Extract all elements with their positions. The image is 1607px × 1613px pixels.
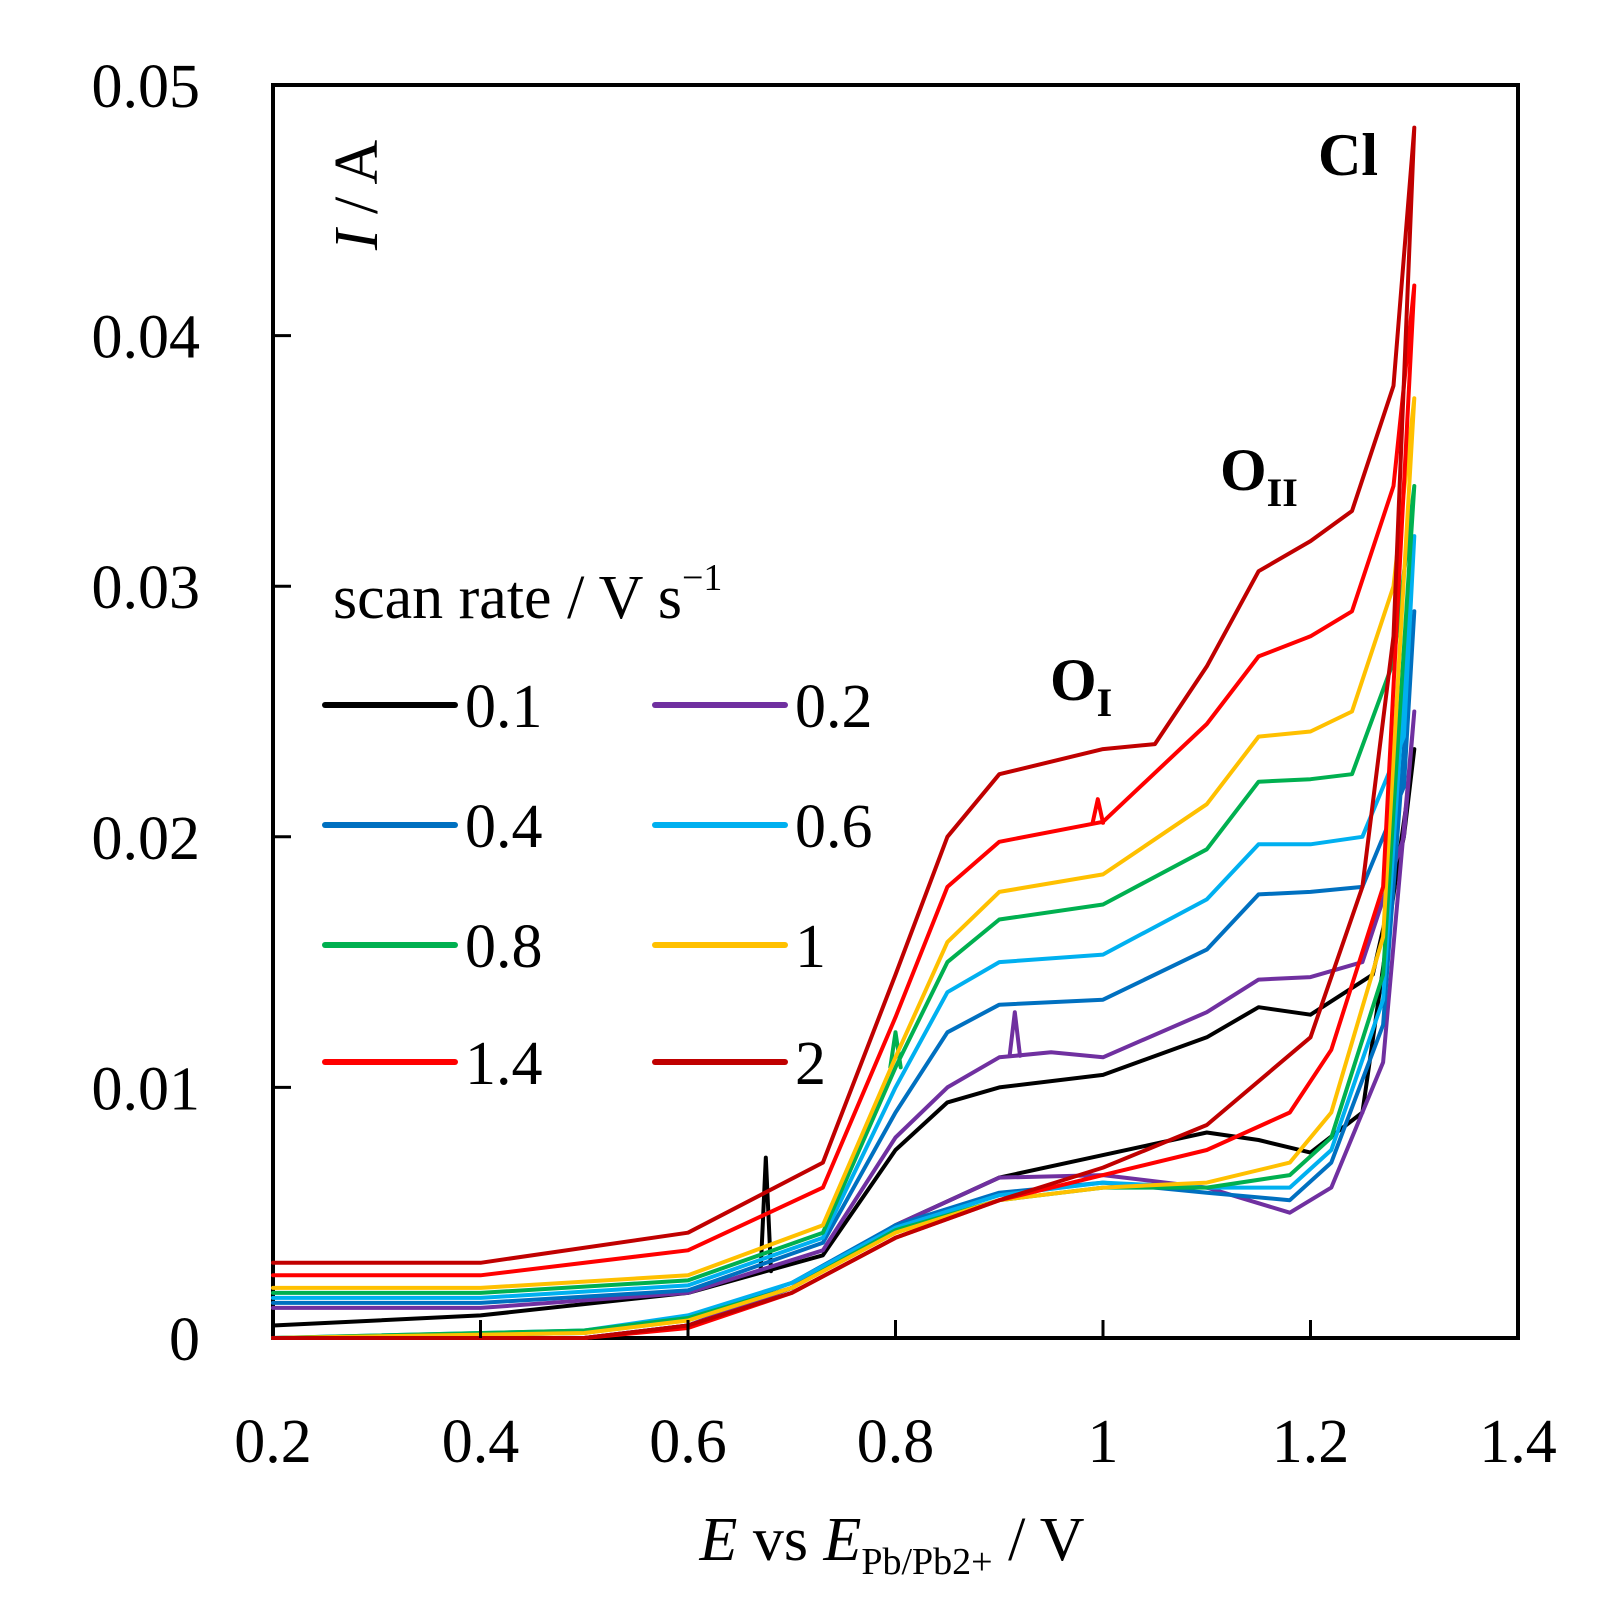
x-axis-title-mid: vs: [737, 1506, 823, 1574]
series-spike: [758, 1155, 773, 1274]
x-tick-label: 1.4: [1479, 1408, 1557, 1476]
y-tick-label: 0: [169, 1306, 200, 1374]
annotation-o2: OII: [1220, 437, 1298, 515]
curves-group: [271, 125, 1417, 1340]
legend-label: 0.1: [465, 673, 543, 741]
ticks-group: 0.2 0.4 0.6 0.8 1 1.2 1.4 0 0.01 0.02 0.03 0.04 0.05: [92, 53, 1557, 1476]
x-tick-label: 0.2: [234, 1408, 312, 1476]
y-axis-title: I / A: [323, 140, 391, 251]
x-axis-title-ref: E: [822, 1506, 861, 1574]
series-spike: [1007, 1010, 1022, 1058]
annotation-o1: OI: [1050, 647, 1112, 725]
series-line: [271, 125, 1417, 1340]
legend-label: 0.2: [795, 673, 873, 741]
legend-label: 0.4: [465, 793, 543, 861]
annotation-o1-sub: I: [1097, 680, 1113, 725]
x-axis-title: E vs EPb/Pb2+ / V: [698, 1506, 1084, 1583]
legend-label: 0.6: [795, 793, 873, 861]
x-tick-label: 1.2: [1272, 1408, 1350, 1476]
legend-label: 0.8: [465, 913, 543, 981]
series-0.6: [271, 534, 1417, 1340]
y-tick-label: 0.05: [92, 53, 201, 121]
x-axis-title-symbol: E: [698, 1506, 737, 1574]
y-tick-label: 0.03: [92, 554, 201, 622]
legend-label: 1: [795, 913, 826, 981]
y-axis-title-symbol: I: [323, 226, 391, 251]
series-2: [271, 125, 1417, 1340]
annotation-o2-label: O: [1220, 437, 1267, 503]
x-axis-title-subscript: Pb/Pb2+: [861, 1541, 992, 1583]
y-tick-label: 0.04: [92, 304, 201, 372]
annotation-cl: Cl: [1318, 122, 1378, 188]
legend-title-text: scan rate / V s: [333, 564, 682, 632]
legend-label: 2: [795, 1030, 826, 1098]
x-tick-label: 1: [1088, 1408, 1119, 1476]
legend-label: 1.4: [465, 1030, 543, 1098]
legend: 0.1 0.2 0.4 0.6 0.8 1 1.4 2: [322, 673, 873, 1098]
series-0.2: [271, 709, 1417, 1340]
series-0.4: [271, 609, 1417, 1340]
legend-title: scan rate / V s−1: [333, 557, 722, 632]
y-tick-label: 0.01: [92, 1055, 201, 1123]
series-spike: [888, 1030, 903, 1070]
series-line: [271, 609, 1417, 1340]
series-line: [271, 396, 1417, 1340]
annotation-o2-sub: II: [1267, 470, 1298, 515]
x-axis-title-unit: / V: [993, 1506, 1085, 1574]
x-tick-label: 0.4: [442, 1408, 520, 1476]
legend-title-sup: −1: [682, 557, 722, 599]
y-axis-title-unit: / A: [323, 140, 391, 230]
series-spike: [1090, 797, 1105, 825]
x-tick-label: 0.6: [649, 1408, 727, 1476]
x-tick-label: 0.8: [857, 1408, 935, 1476]
series-1: [271, 396, 1417, 1340]
series-line: [271, 534, 1417, 1340]
annotation-o1-label: O: [1050, 647, 1097, 713]
series-line: [271, 709, 1417, 1340]
y-tick-label: 0.02: [92, 805, 201, 873]
